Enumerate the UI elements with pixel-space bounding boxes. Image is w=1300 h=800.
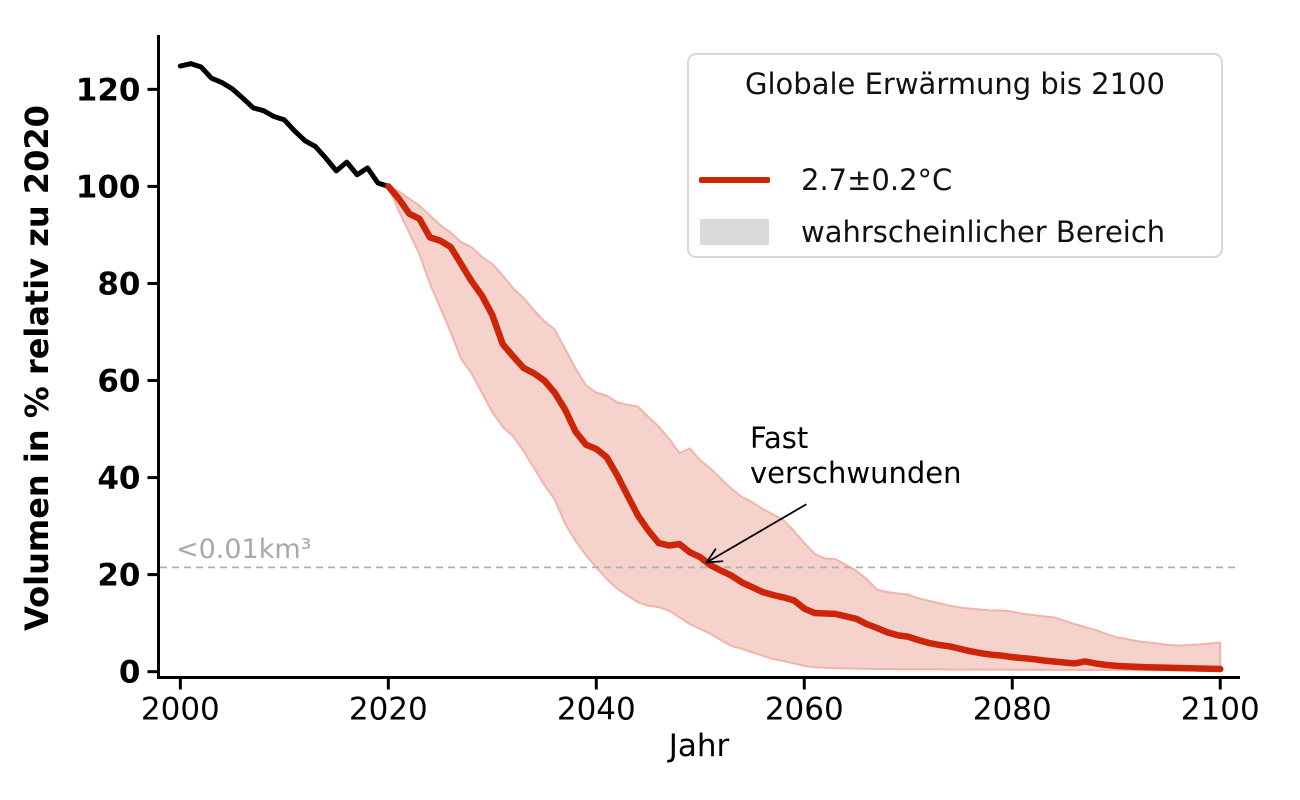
- y-tick-label: 40: [97, 461, 140, 497]
- annotation-arrow: [706, 503, 807, 564]
- y-tick-label: 120: [76, 72, 141, 108]
- projection-line-swatch: [699, 177, 770, 183]
- legend-title: Globale Erwärmung bis 2100: [745, 67, 1165, 101]
- x-axis-label: Jahr: [668, 728, 730, 764]
- x-tick-label: 2020: [349, 692, 428, 728]
- x-tick-label: 2000: [141, 692, 220, 728]
- y-tick-label: 100: [76, 169, 141, 205]
- uncertainty-band: [387, 185, 1222, 672]
- y-tick-label: 60: [97, 364, 140, 400]
- annotation-arrowhead: [705, 560, 724, 564]
- legend-item-label: wahrscheinlicher Bereich: [801, 215, 1166, 249]
- y-tick-label: 80: [97, 266, 140, 302]
- x-tick-label: 2100: [1181, 692, 1260, 728]
- y-axis-label: Volumen in % relativ zu 2020: [18, 105, 56, 631]
- annotation-arrowhead: [705, 548, 717, 564]
- threshold-label: <0.01km³: [176, 534, 312, 566]
- uncertainty-band-swatch: [700, 219, 769, 245]
- y-tick-label: 0: [119, 655, 141, 691]
- historical-line: [177, 61, 391, 189]
- annotation-line2: verschwunden: [750, 456, 962, 490]
- y-tick-label: 20: [97, 558, 140, 594]
- x-tick-label: 2060: [765, 692, 844, 728]
- x-tick-label: 2040: [557, 692, 636, 728]
- annotation-fast-verschwunden: Fast verschwunden: [750, 421, 961, 491]
- legend-item-label: 2.7±0.2°C: [801, 163, 953, 197]
- x-tick-label: 2080: [973, 692, 1052, 728]
- annotation-line1: Fast: [750, 421, 809, 455]
- legend: Globale Erwärmung bis 2100 2.7±0.2°C wah…: [687, 53, 1223, 258]
- projection-line: [385, 183, 1224, 673]
